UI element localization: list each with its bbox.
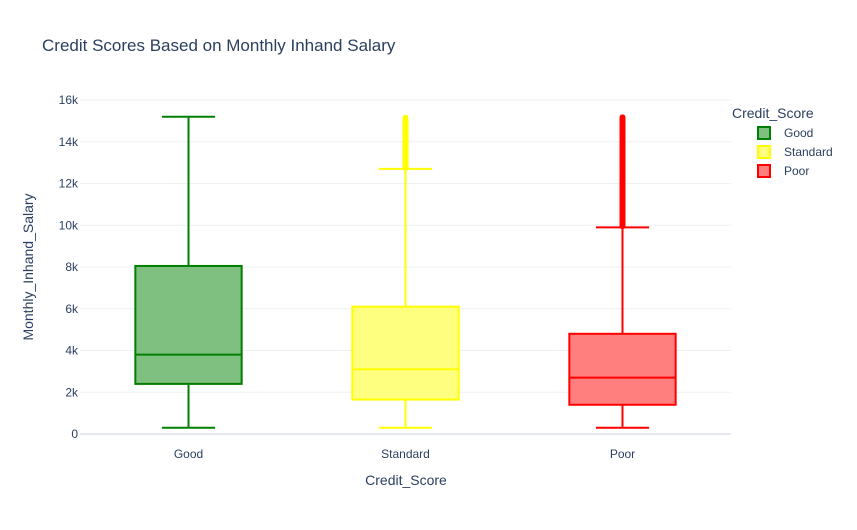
- outlier-points: [619, 114, 626, 230]
- box-standard: [351, 114, 460, 429]
- y-tick-label: 4k: [65, 344, 79, 358]
- y-tick-label: 0: [71, 427, 78, 441]
- y-tick-label: 12k: [59, 177, 79, 191]
- iqr-box: [568, 332, 677, 406]
- outlier-points: [402, 114, 409, 171]
- legend-swatch: [757, 145, 771, 159]
- legend-item-good: Good: [757, 126, 813, 140]
- y-tick-label: 10k: [59, 218, 79, 232]
- iqr-box: [134, 264, 243, 385]
- legend-label: Poor: [784, 164, 809, 178]
- y-tick-label: 14k: [59, 135, 79, 149]
- iqr-box: [351, 305, 460, 401]
- x-tick-label: Poor: [610, 447, 635, 461]
- y-axis-ticks: 0 2k 4k 6k 8k 10k 12k 14k 16k: [59, 93, 79, 441]
- outlier-point: [402, 114, 409, 121]
- legend-label: Standard: [784, 145, 833, 159]
- x-axis-ticks: Good Standard Poor: [174, 447, 635, 461]
- chart-title: Credit Scores Based on Monthly Inhand Sa…: [42, 36, 396, 55]
- legend-swatch: [757, 126, 771, 140]
- legend-item-standard: Standard: [757, 145, 833, 159]
- legend-title: Credit_Score: [732, 105, 814, 121]
- x-axis-title: Credit_Score: [365, 472, 447, 488]
- legend-item-poor: Poor: [757, 164, 809, 178]
- boxes: [134, 114, 677, 429]
- legend-label: Good: [784, 126, 813, 140]
- y-tick-label: 8k: [65, 260, 79, 274]
- x-tick-label: Good: [174, 447, 203, 461]
- y-tick-label: 2k: [65, 385, 79, 399]
- y-tick-label: 16k: [59, 93, 79, 107]
- x-tick-label: Standard: [381, 447, 430, 461]
- y-axis-title: Monthly_Inhand_Salary: [20, 193, 36, 340]
- legend: Credit_Score Good Standard Poor: [732, 105, 833, 178]
- outlier-point: [619, 114, 626, 121]
- box-good: [134, 115, 243, 429]
- legend-swatch: [757, 164, 771, 178]
- legend-items: Good Standard Poor: [757, 126, 833, 178]
- box-poor: [568, 114, 677, 429]
- y-tick-label: 6k: [65, 302, 79, 316]
